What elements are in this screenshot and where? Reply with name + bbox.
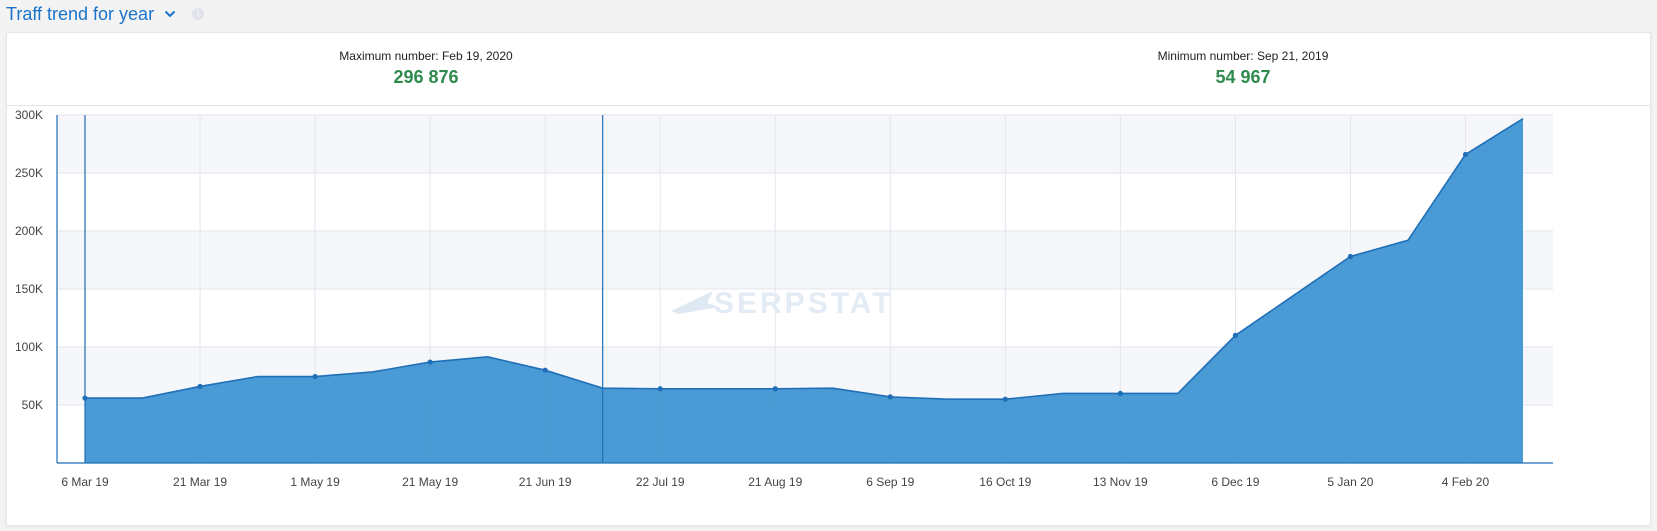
chart-axes <box>56 115 1553 464</box>
x-tick-label: 16 Oct 19 <box>979 475 1031 489</box>
data-point <box>542 367 548 373</box>
y-axis-labels: 50K 100K 150K 200K 250K 300K <box>15 108 43 412</box>
x-tick-label: 6 Mar 19 <box>61 475 109 489</box>
min-stat: Minimum number: Sep 21, 2019 54 967 <box>1093 49 1393 88</box>
data-point <box>1232 332 1238 338</box>
x-tick-label: 22 Jul 19 <box>636 475 685 489</box>
data-point <box>772 386 778 392</box>
max-stat-value: 296 876 <box>393 67 459 87</box>
x-tick-label: 6 Sep 19 <box>866 475 914 489</box>
watermark-text: SERPSTAT <box>714 287 894 320</box>
grid-band <box>57 115 1553 173</box>
data-point <box>82 395 88 401</box>
data-point <box>657 386 663 392</box>
x-tick-label: 21 May 19 <box>402 475 458 489</box>
serpstat-watermark: SERPSTAT <box>671 287 894 320</box>
x-tick-label: 21 Aug 19 <box>748 475 802 489</box>
chart-points <box>82 151 1469 402</box>
data-point <box>1117 390 1123 396</box>
data-point <box>197 383 203 390</box>
y-tick-label: 100K <box>15 340 43 354</box>
widget-header: Traff trend for year i <box>6 0 205 28</box>
data-point <box>1002 396 1008 402</box>
watermark-logo-icon <box>671 291 719 314</box>
data-point <box>1462 151 1469 158</box>
info-icon[interactable]: i <box>192 8 205 20</box>
stats-bar: Maximum number: Feb 19, 2020 296 876 Min… <box>7 33 1650 106</box>
chart-card: Maximum number: Feb 19, 2020 296 876 Min… <box>6 32 1651 526</box>
traffic-chart: SERPSTAT 50K 100K 150K 200K 250K 300K 6 Mar 1… <box>15 108 1553 489</box>
max-stat: Maximum number: Feb 19, 2020 296 876 <box>276 49 576 88</box>
y-tick-label: 300K <box>15 108 43 122</box>
data-point <box>312 373 318 380</box>
chevron-down-icon[interactable] <box>162 6 178 22</box>
grid-band <box>57 231 1553 289</box>
x-tick-label: 21 Mar 19 <box>173 475 227 489</box>
chart-area-series <box>85 117 1524 463</box>
y-tick-label: 200K <box>15 224 43 238</box>
x-tick-label: 4 Feb 20 <box>1442 475 1490 489</box>
data-point <box>427 359 433 365</box>
x-tick-label: 1 May 19 <box>290 475 340 489</box>
area-fill <box>85 118 1523 463</box>
y-tick-label: 250K <box>15 166 43 180</box>
x-tick-label: 6 Dec 19 <box>1211 475 1259 489</box>
min-stat-value: 54 967 <box>1215 67 1271 87</box>
data-point <box>1347 253 1354 260</box>
x-tick-label: 5 Jan 20 <box>1327 475 1373 489</box>
y-tick-label: 50K <box>22 398 43 412</box>
x-tick-label: 13 Nov 19 <box>1093 475 1148 489</box>
min-stat-label: Minimum number: Sep 21, 2019 <box>1157 49 1329 63</box>
widget-title[interactable]: Traff trend for year <box>6 3 155 24</box>
series-line <box>85 117 1524 400</box>
data-point <box>887 394 893 400</box>
max-stat-label: Maximum number: Feb 19, 2020 <box>339 49 513 63</box>
x-tick-label: 21 Jun 19 <box>519 475 572 489</box>
chart-highlight-range <box>84 115 604 463</box>
x-axis-labels: 6 Mar 19 21 Mar 19 1 May 19 21 May 19 21 Jun… <box>61 475 1489 489</box>
y-tick-label: 150K <box>15 282 43 296</box>
